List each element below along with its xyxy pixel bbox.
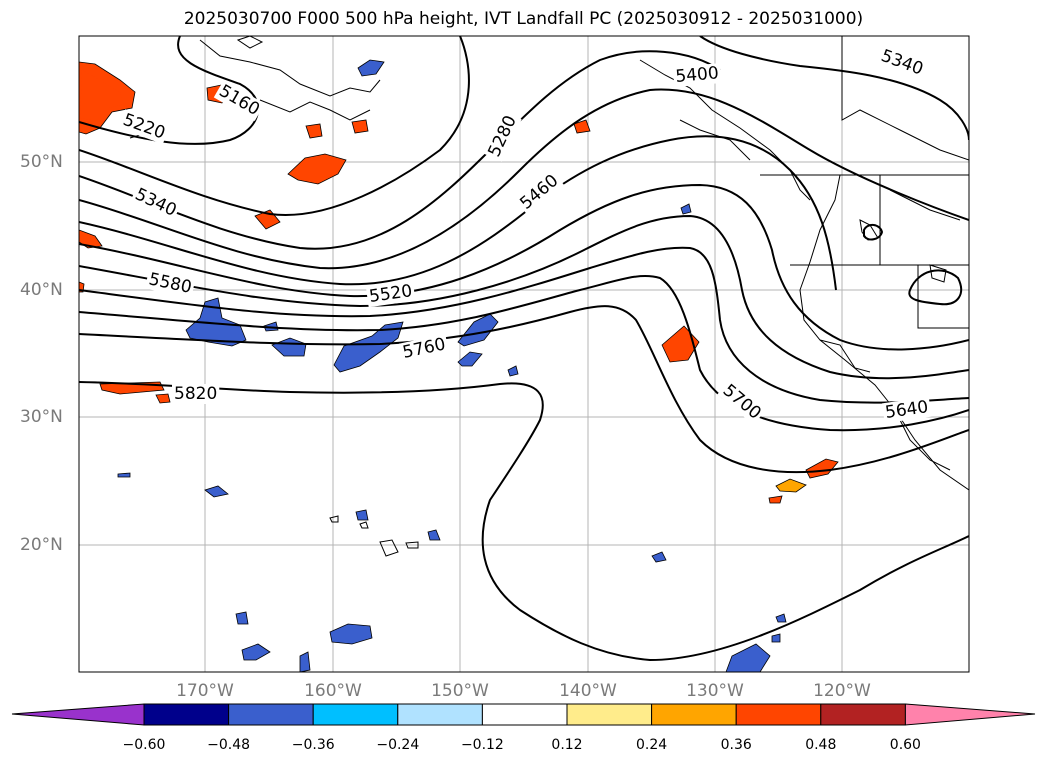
ivt-positive-areas	[79, 61, 839, 504]
lon-label: 140°W	[559, 681, 617, 701]
contour-label: 5640	[884, 397, 930, 423]
contour-label: 5340	[132, 184, 180, 220]
contour-label: 5760	[401, 334, 447, 363]
colorbar-tick: 0.48	[805, 737, 837, 753]
contour-label: 5580	[147, 269, 193, 298]
lon-label: 150°W	[431, 681, 489, 701]
colorbar-segment	[312, 703, 399, 726]
contour-label-bg	[398, 333, 450, 364]
lon-label: 130°W	[686, 681, 744, 701]
contour-label: 5400	[675, 63, 720, 87]
contour-label-bg	[365, 280, 416, 308]
contour-label: 5340	[878, 46, 925, 80]
colorbar-segment	[566, 703, 653, 726]
ivt-negative-areas	[117, 59, 787, 672]
lat-label: 30°N	[20, 407, 63, 427]
contour-label: 5820	[174, 384, 217, 404]
contour-label-bg	[130, 183, 182, 222]
contour-label-group: 5160 5220 5280 5340 5400 5460 5520 5580 …	[118, 45, 932, 425]
colorbar	[11, 703, 1036, 726]
colorbar-segment	[397, 703, 483, 726]
page-title: 2025030700 F000 500 hPa height, IVT Land…	[183, 9, 864, 29]
contour-label: 5280	[484, 112, 520, 160]
contour-label-bg	[876, 45, 928, 81]
contour-label-bg	[514, 169, 564, 216]
contour-label: 5160	[216, 81, 263, 120]
colorbar-tick: 0.24	[636, 737, 668, 753]
lat-label: 50°N	[20, 152, 63, 172]
colorbar-tick: −0.48	[207, 737, 251, 753]
colorbar-tick: 0.36	[720, 737, 752, 753]
colorbar-extend-high	[904, 703, 1036, 726]
contour-label-bg	[881, 396, 932, 424]
colorbar-tick: −0.12	[460, 737, 504, 753]
contour-label-bg	[717, 379, 767, 425]
map-frame	[78, 35, 970, 673]
contour-label-bg	[118, 109, 170, 145]
lat-label: 20°N	[20, 535, 63, 555]
graticule	[79, 36, 969, 672]
colorbar-extend-low	[11, 703, 145, 726]
colorbar-segment	[228, 703, 314, 726]
colorbar-tick: −0.60	[122, 737, 166, 753]
colorbar-segment	[735, 703, 822, 726]
contour-label-bg	[213, 80, 265, 121]
colorbar-segment	[820, 703, 906, 726]
colorbar-segment	[651, 703, 737, 726]
contour-label-bg	[672, 63, 722, 88]
height-contours	[79, 36, 969, 662]
colorbar-segment	[481, 703, 568, 726]
lon-label: 120°W	[813, 681, 871, 701]
colorbar-segment	[143, 703, 230, 726]
colorbar-tick: 0.12	[551, 737, 583, 753]
contour-label-bg	[483, 110, 522, 162]
lon-label: 170°W	[176, 681, 234, 701]
contour-label-bg	[172, 384, 220, 404]
lat-label: 40°N	[20, 280, 63, 300]
contour-label-bg	[145, 268, 196, 299]
lon-label: 160°W	[304, 681, 362, 701]
colorbar-tick: 0.60	[889, 737, 921, 753]
colorbar-tick: −0.36	[291, 737, 335, 753]
colorbar-tick: −0.24	[376, 737, 420, 753]
